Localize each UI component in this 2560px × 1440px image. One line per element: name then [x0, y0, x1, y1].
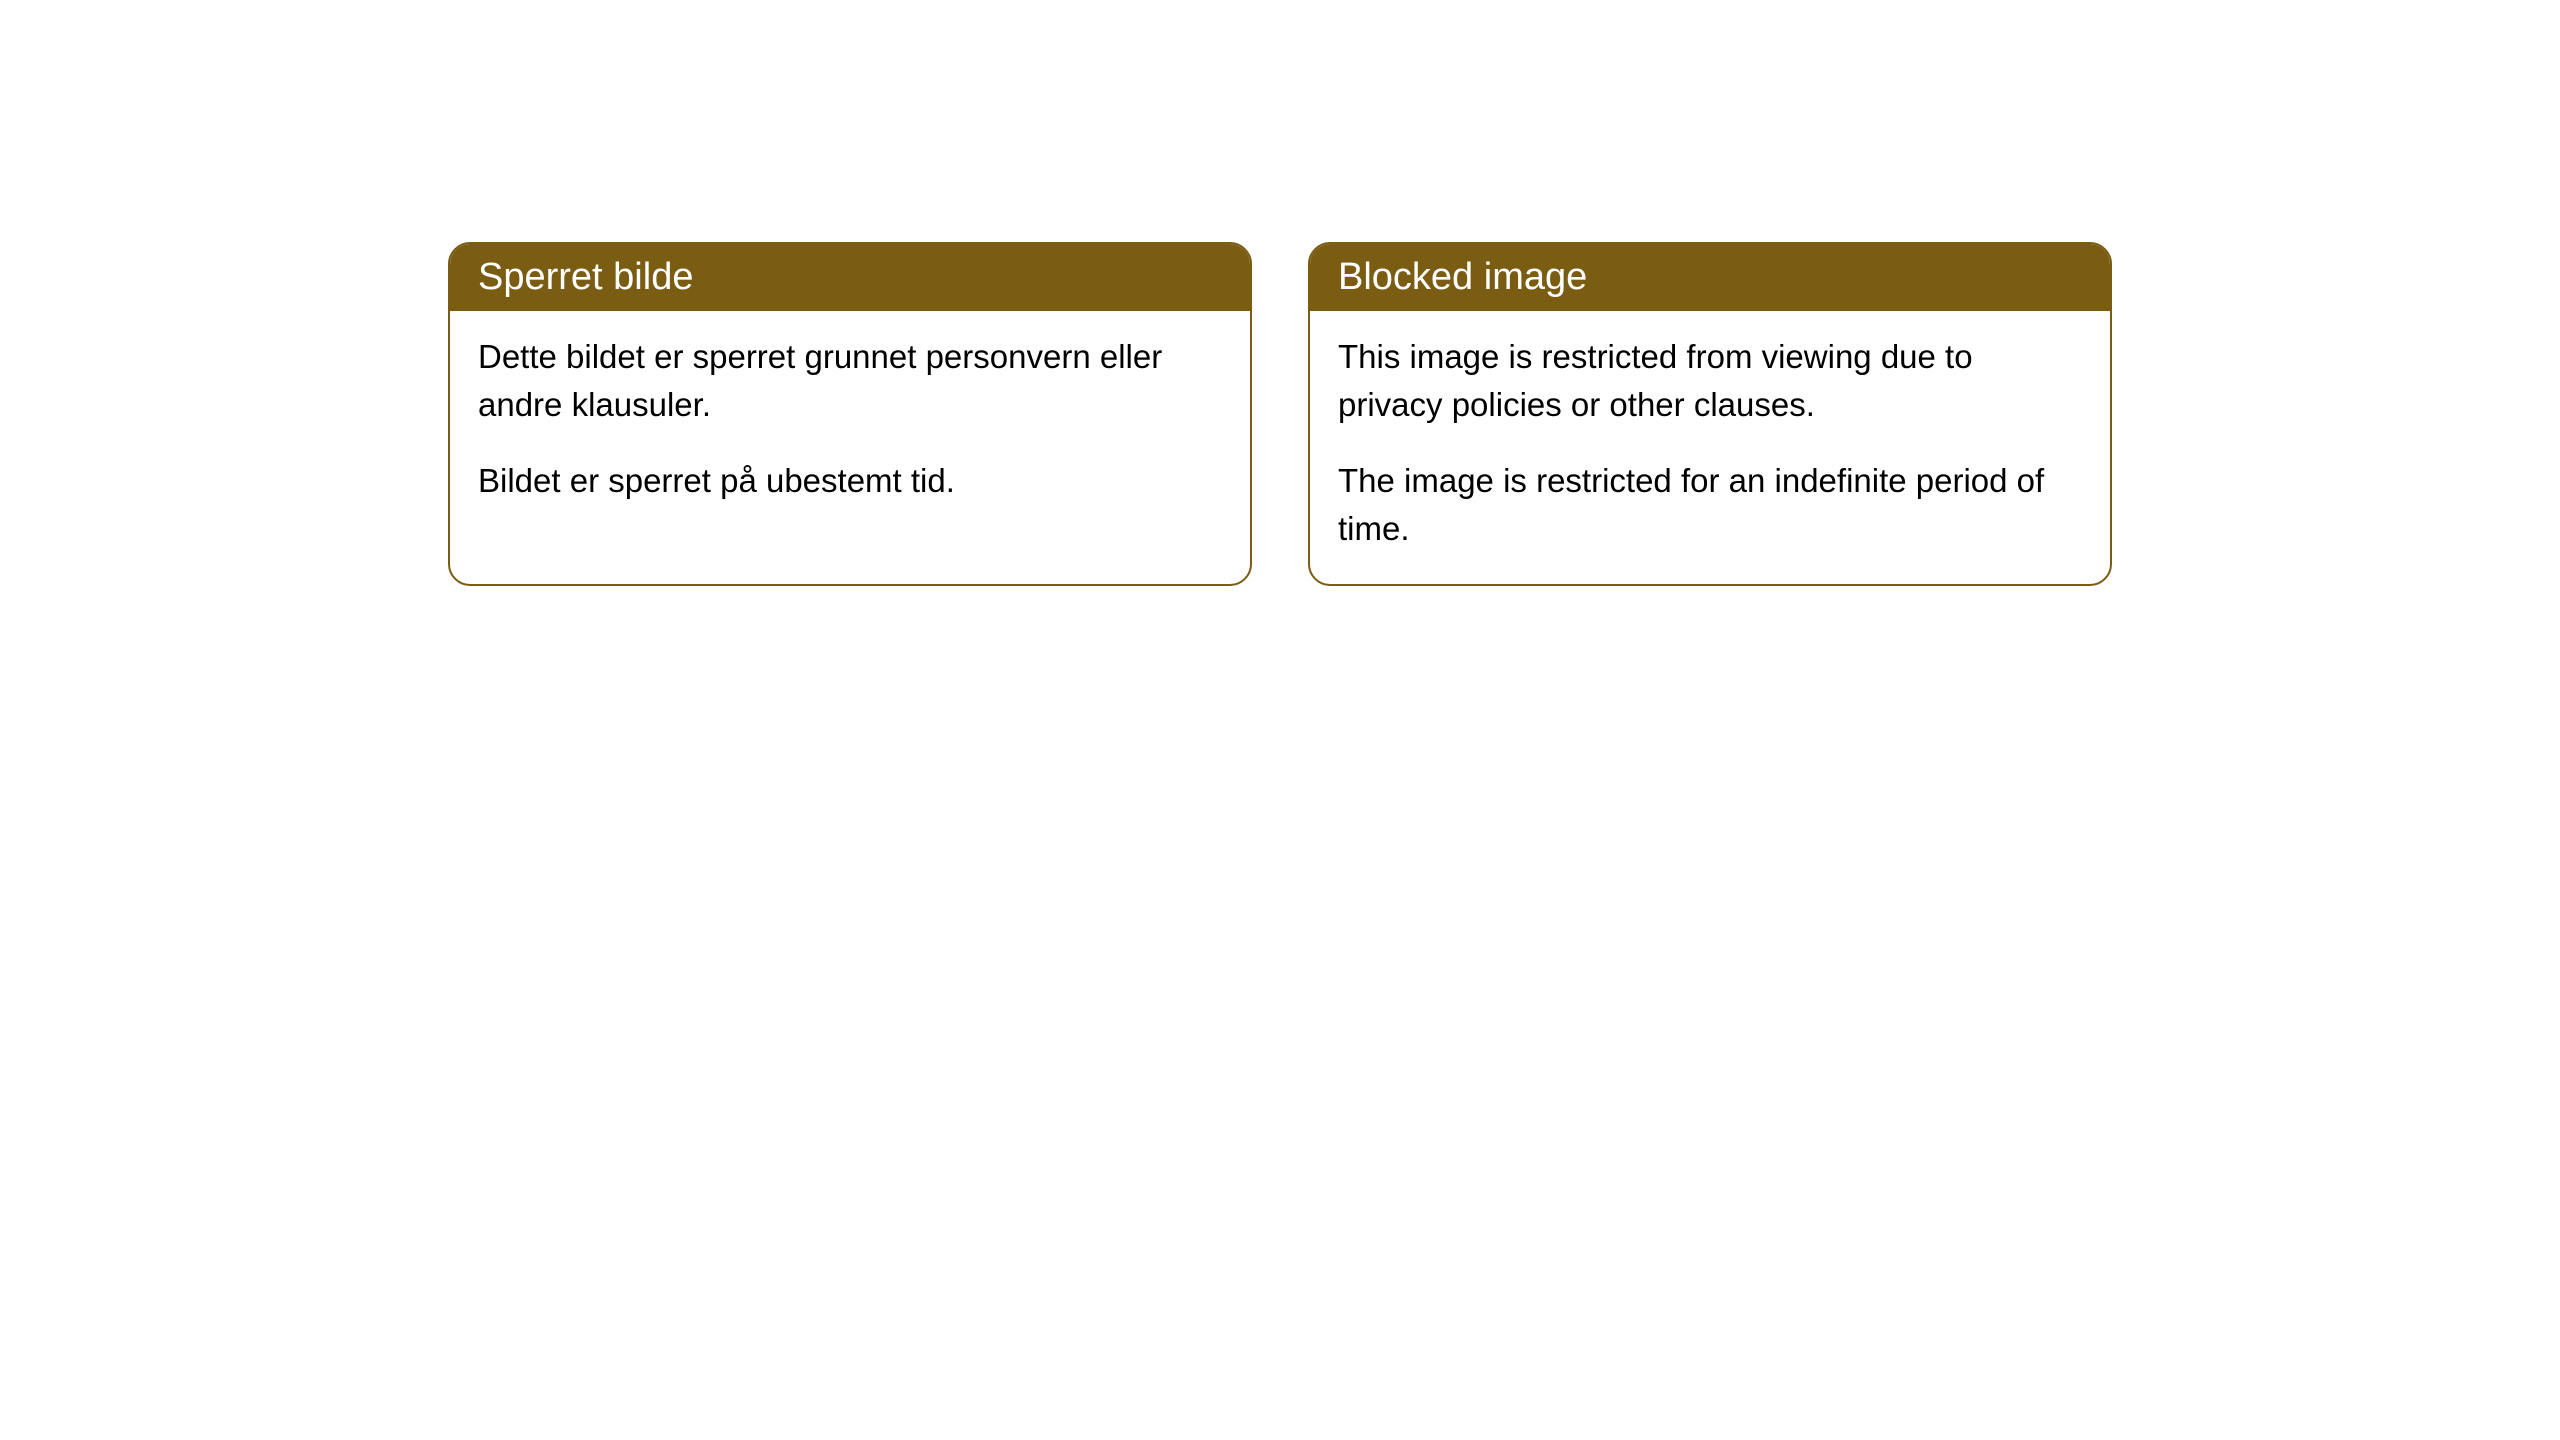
card-norwegian: Sperret bilde Dette bildet er sperret gr…: [448, 242, 1252, 586]
card-title: Sperret bilde: [478, 256, 693, 298]
card-title: Blocked image: [1338, 256, 1587, 298]
card-paragraph: Bildet er sperret på ubestemt tid.: [478, 457, 1222, 505]
card-header-norwegian: Sperret bilde: [450, 244, 1250, 311]
card-body-english: This image is restricted from viewing du…: [1310, 311, 2110, 584]
card-paragraph: Dette bildet er sperret grunnet personve…: [478, 333, 1222, 429]
cards-container: Sperret bilde Dette bildet er sperret gr…: [448, 242, 2112, 586]
card-paragraph: This image is restricted from viewing du…: [1338, 333, 2082, 429]
card-header-english: Blocked image: [1310, 244, 2110, 311]
card-english: Blocked image This image is restricted f…: [1308, 242, 2112, 586]
card-paragraph: The image is restricted for an indefinit…: [1338, 457, 2082, 553]
card-body-norwegian: Dette bildet er sperret grunnet personve…: [450, 311, 1250, 537]
